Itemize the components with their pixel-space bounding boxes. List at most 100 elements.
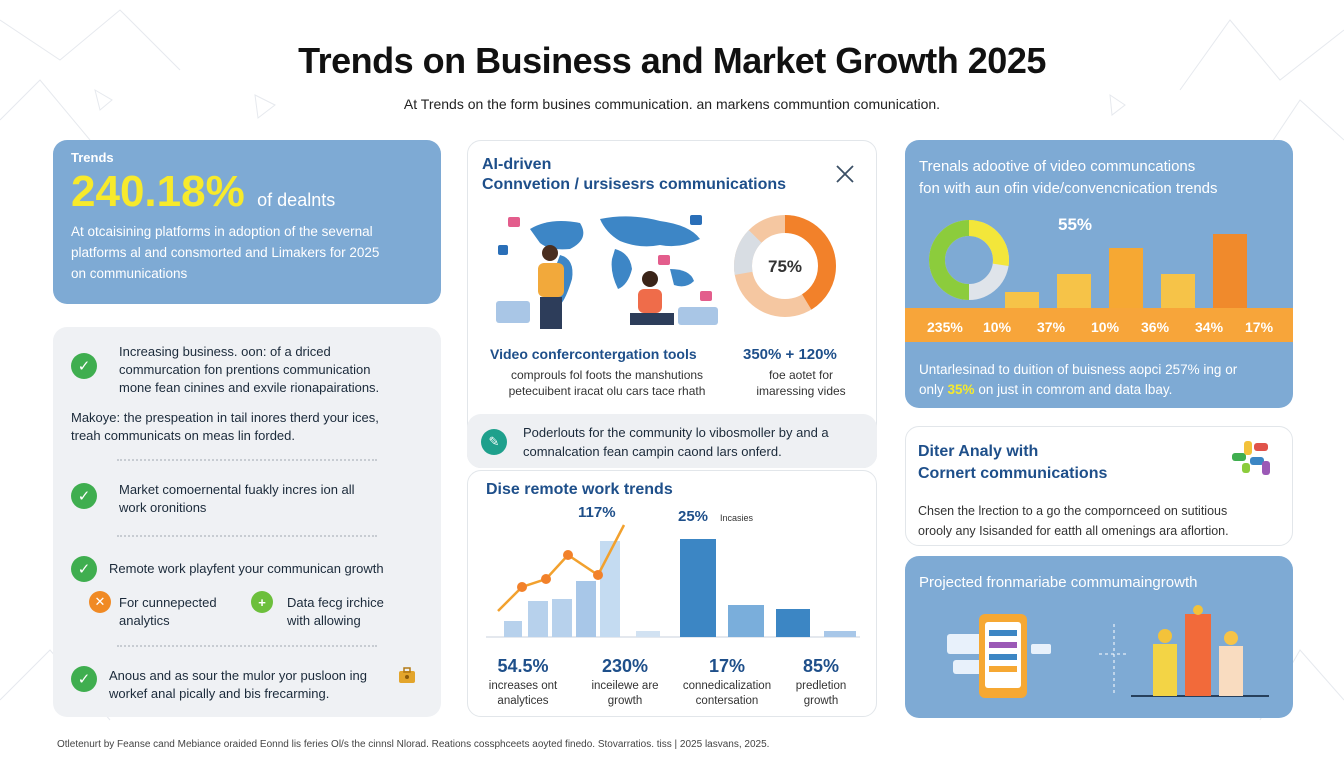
bar: [824, 631, 856, 637]
diter-desc-line: orooly any Isisanded for eatth all omeni…: [918, 524, 1229, 538]
checklist-line: with allowing: [287, 613, 361, 628]
checklist-line: Data fecg irchice: [287, 595, 384, 610]
video-chart-label: 55%: [1058, 215, 1092, 234]
bar-label: 10%: [1091, 319, 1120, 335]
stat-label-line: inceilewe are: [591, 680, 659, 692]
diter-title: Diter Analy with Cornert communications: [918, 441, 1107, 485]
stat-label: inceilewe are growth: [570, 679, 680, 709]
close-icon[interactable]: [834, 163, 856, 185]
stat-label: predletion growth: [766, 679, 876, 709]
checklist-line: work oronitions: [119, 500, 207, 515]
checklist-line: mone fean cinines and exvile rionapairat…: [119, 380, 380, 395]
trends-big-suffix: of dealnts: [257, 190, 336, 210]
checklist-line: commurcation fon prentions communication: [119, 362, 371, 377]
diter-title-line: Diter Analy with: [918, 443, 1039, 460]
plus-icon: +: [251, 591, 273, 613]
stat-label-line: growth: [607, 695, 643, 707]
video-card-title-line: fon with aun ofin vide/convencnication t…: [919, 180, 1218, 197]
line-point: [563, 550, 573, 560]
trends-desc-line: At otcaisining platforms in adoption of …: [71, 224, 373, 239]
checklist-line: Market comoernental fuakly incres ion al…: [119, 482, 355, 497]
trends-description: At otcaisining platforms in adoption of …: [71, 221, 423, 284]
trends-card: Trends 240.18% of dealnts At otcaisining…: [53, 140, 441, 304]
puzzle-icon: [1232, 441, 1270, 475]
world-map-illustration: [496, 215, 718, 329]
bar-label: 37%: [1037, 319, 1066, 335]
video-communications-card: Trenals adootive of video communcations …: [905, 140, 1293, 408]
divider: [117, 535, 377, 537]
community-icon: ✎: [481, 429, 507, 455]
line-point: [517, 582, 527, 592]
projected-illustration: [947, 605, 1269, 698]
peak-label-2: 25%: [678, 508, 708, 525]
video-card-footnote: Untarlesinad to duition of buisness aopc…: [919, 360, 1279, 400]
check-icon: ✓: [71, 556, 97, 582]
stat-label-line: connedicalization: [682, 680, 772, 692]
bar-label: 36%: [1141, 319, 1170, 335]
video-trends-chart: 55% 235% 10% 37% 10% 36% 34% 17%: [905, 215, 1293, 342]
checklist-line: Increasing business. oon: of a driced: [119, 344, 331, 359]
stat-value: 17%: [708, 656, 746, 676]
video-card-title: Trenals adootive of video communcations …: [919, 156, 1279, 200]
ai-donut-chart: 75%: [734, 215, 836, 317]
stat-value: 54.5%: [497, 656, 549, 676]
checklist-line: workef anal pically and bis frecarming.: [109, 686, 330, 701]
ai-title-line: AI-driven: [482, 156, 552, 173]
checklist-sub-b: Data fecg irchice with allowing: [287, 594, 384, 630]
bar: [680, 539, 716, 637]
diter-analysis-card: Diter Analy with Cornert communications …: [905, 426, 1293, 546]
trends-desc-line: on communications: [71, 266, 188, 281]
bar: [728, 605, 764, 637]
stat-label: connedicalization contersation: [672, 679, 782, 709]
bar: [1213, 234, 1247, 308]
video-stat-line: imaressing vides: [756, 384, 846, 398]
check-icon: ✓: [71, 483, 97, 509]
peak-label-2-suffix: Incasies: [720, 513, 754, 523]
video-foot-line: Untarlesinad to duition of buisness aopc…: [919, 362, 1238, 377]
checklist-note: Makoye: the prespeation in tail inores t…: [71, 409, 379, 445]
stat-label: increases ont analytices: [468, 679, 578, 709]
footer-credits: Otletenurt by Feanse cand Mebiance oraid…: [57, 739, 770, 750]
ai-title-line: Connvetion / ursisesrs communications: [482, 176, 787, 193]
diter-title-line: Cornert communications: [918, 465, 1108, 482]
community-banner: ✎ Poderlouts for the community lo vibosm…: [467, 414, 877, 468]
ai-driven-card: AI-driven Connvetion / ursisesrs communi…: [467, 140, 877, 468]
bar: [636, 631, 660, 637]
video-foot-text: on just in comrom and data lbay.: [978, 382, 1173, 397]
checklist-item-3: Remote work playfent your communican gro…: [109, 561, 384, 576]
line-point: [593, 570, 603, 580]
community-text: Poderlouts for the community lo vibosmol…: [523, 423, 863, 461]
video-card-title-line: Trenals adootive of video communcations: [919, 158, 1196, 175]
diter-desc-line: Chsen the lrection to a go the compornce…: [918, 504, 1228, 518]
checklist-line: Makoye: the prespeation in tail inores t…: [71, 410, 379, 425]
bar-label: 235%: [927, 319, 963, 335]
bar: [600, 541, 620, 637]
video-desc-line: petecuibent iracat olu cars tace rhath: [508, 384, 706, 398]
stat-label-line: increases ont: [488, 680, 558, 692]
briefcase-icon: [399, 667, 415, 683]
projected-growth-card: Projected fronmariabe commumaingrowth: [905, 556, 1293, 718]
bar-label: 10%: [983, 319, 1012, 335]
trends-desc-line: platforms al and consmorted and Limakers…: [71, 245, 380, 260]
video-stat-value: 350% + 120%: [743, 346, 837, 363]
stat-value: 85%: [802, 656, 840, 676]
bar-label: 17%: [1245, 319, 1274, 335]
donut-label: 75%: [768, 257, 802, 276]
video-tools-title: Video confercontergation tools: [490, 346, 697, 362]
line-point: [541, 574, 551, 584]
checklist-line: treah communicats on meas lin forded.: [71, 428, 295, 443]
stat-value: 230%: [601, 656, 649, 676]
bar: [1057, 274, 1091, 308]
bar: [776, 609, 810, 637]
video-tools-desc: comprouls fol foots the manshutions pete…: [492, 367, 722, 399]
remote-work-title: Dise remote work trends: [486, 481, 673, 498]
projected-title: Projected fronmariabe commumaingrowth: [919, 574, 1198, 591]
page-subtitle: At Trends on the form busines communicat…: [403, 96, 941, 112]
trends-label: Trends: [71, 150, 114, 165]
checklist-item-4: Anous and as sour the mulor yor pusloon …: [109, 667, 367, 703]
peak-label-1: 117%: [578, 505, 616, 521]
video-desc-line: comprouls fol foots the manshutions: [510, 368, 704, 382]
checklist-item-2: Market comoernental fuakly incres ion al…: [119, 481, 355, 517]
checklist-card: ✓ Increasing business. oon: of a driced …: [53, 327, 441, 717]
page-title: Trends on Business and Market Growth 202…: [298, 40, 1046, 81]
